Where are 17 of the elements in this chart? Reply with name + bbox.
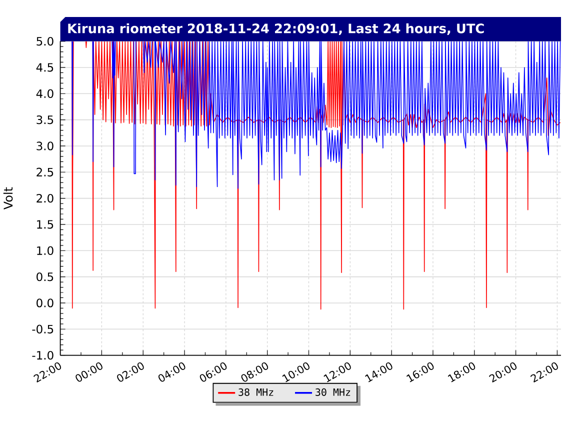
y-tick-label: 5.0 [36,36,54,46]
legend-label: 38 MHz [238,388,274,396]
y-axis-title: Volt [3,187,13,210]
chart-title: Kiruna riometer 2018-11-24 22:09:01, Last 24 hours, UTC [68,23,484,35]
y-tick-label: -1.0 [32,350,54,360]
y-tick-label: 2.5 [36,168,54,176]
y-tick-label: 0.5 [36,272,54,282]
y-tick-label: 3.5 [36,115,54,124]
y-tick-label: 4.5 [36,63,54,72]
y-tick-label: 2.0 [36,194,54,203]
y-tick-label: 4.0 [36,89,54,98]
y-tick-label: -0.5 [32,324,54,334]
y-tick-label: 1.0 [37,246,54,255]
y-tick-label: 3.0 [36,142,54,150]
y-tick-label: 0.0 [36,298,54,308]
y-tick-label: 1.5 [37,220,54,229]
legend-label: 30 MHz [316,388,350,396]
